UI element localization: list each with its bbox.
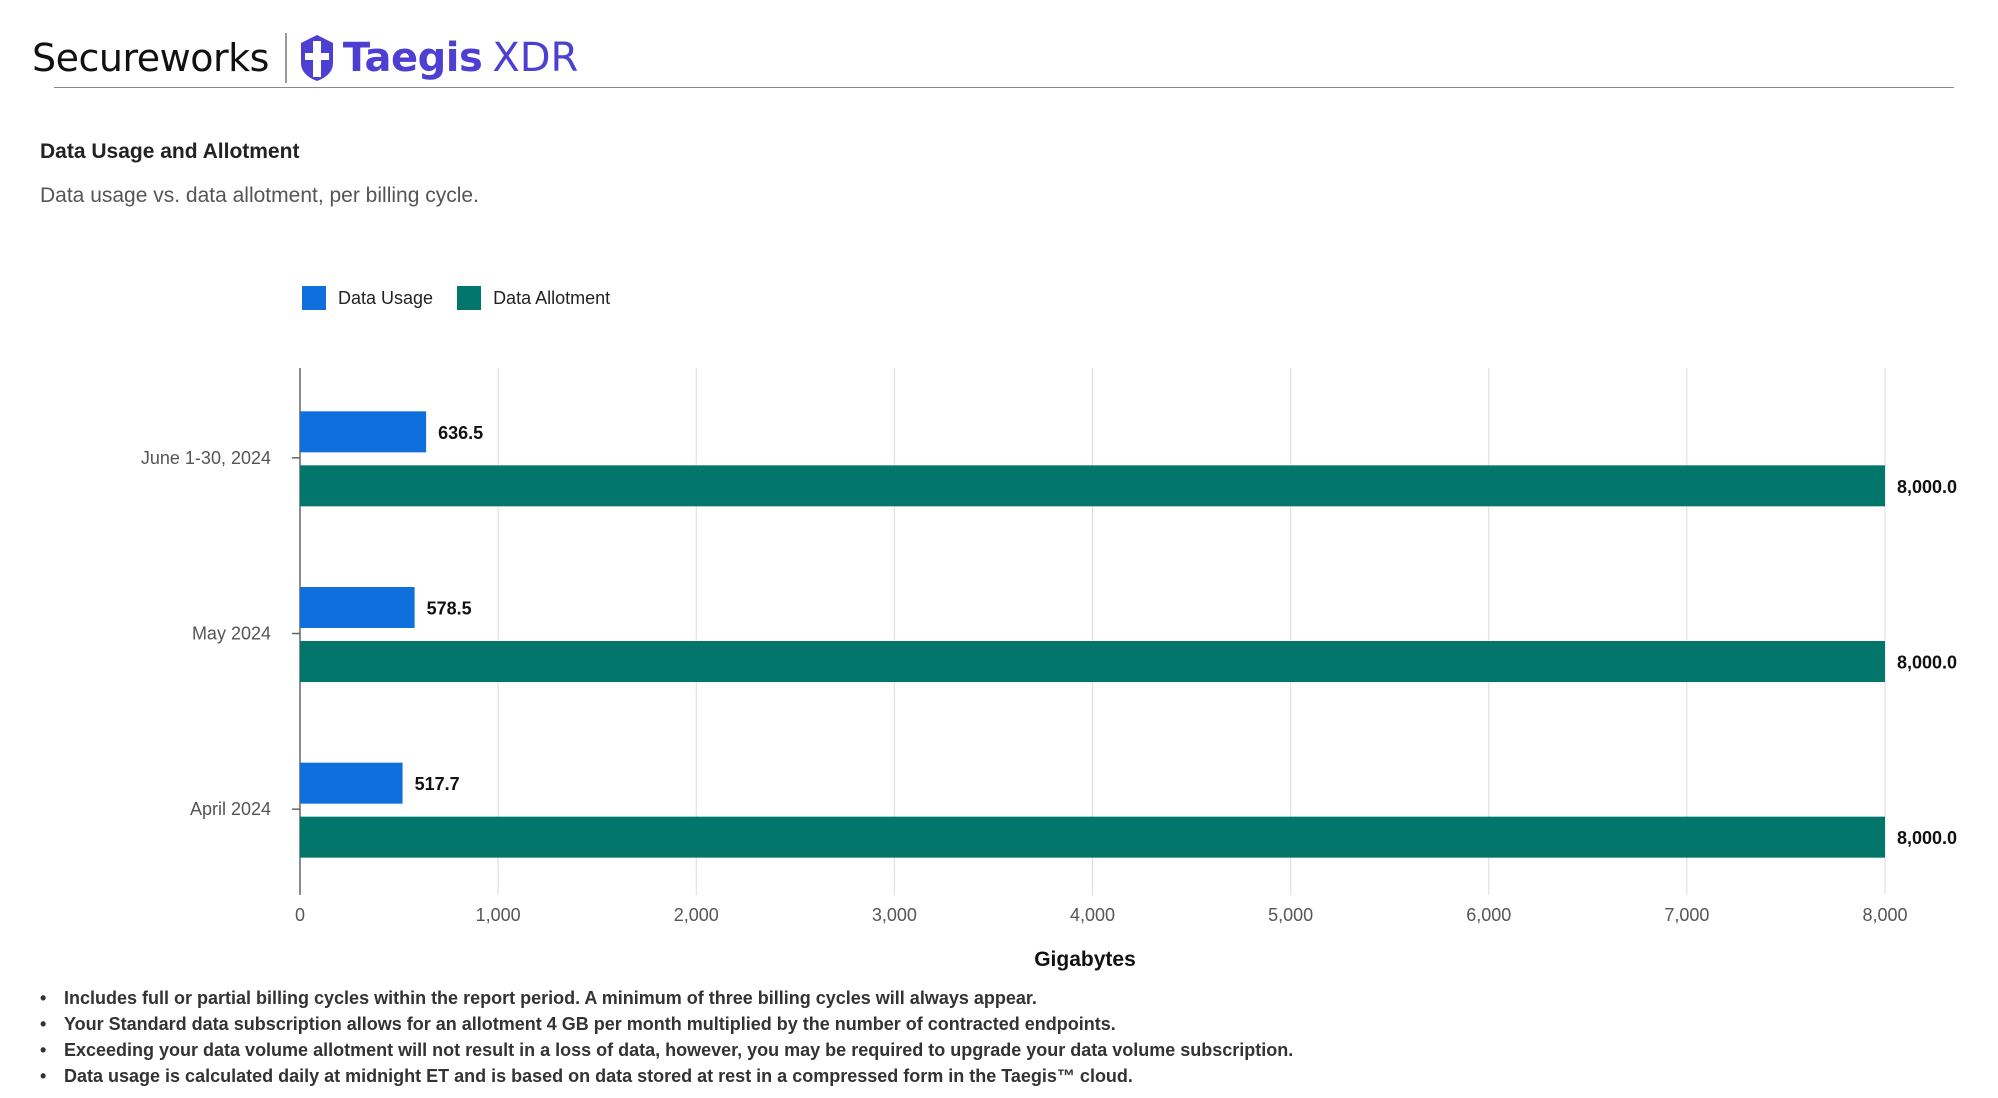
note-item: • Includes full or partial billing cycles… bbox=[40, 985, 1293, 1011]
note-item: • Your Standard data subscription allows … bbox=[40, 1011, 1293, 1037]
report-title: Data Usage and Allotment bbox=[40, 140, 300, 163]
taegis-logo-text: Taegis bbox=[342, 35, 483, 81]
data-label: 8,000.0 bbox=[1897, 477, 1957, 497]
legend-item-data-usage: Data Usage bbox=[302, 286, 433, 310]
note-text: Exceeding your data volume allotment wil… bbox=[64, 1040, 1294, 1060]
bar-data-allotment bbox=[300, 816, 1885, 858]
legend-swatch-data-usage bbox=[302, 286, 326, 310]
bar-data-usage bbox=[300, 762, 403, 804]
note-bullet: • bbox=[40, 988, 47, 1008]
report-notes: • Includes full or partial billing cycles… bbox=[40, 985, 1293, 1089]
report-subtitle: Data usage vs. data allotment, per billi… bbox=[40, 184, 479, 207]
bar-chart: 0 1,000 2,000 3,000 4,000 5,000 6,000 7,000 8,00… bbox=[141, 368, 1957, 925]
header-divider bbox=[54, 87, 1954, 88]
legend-label-data-usage: Data Usage bbox=[338, 287, 434, 308]
brand-divider bbox=[284, 33, 287, 83]
x-axis-title: Gigabytes bbox=[1034, 948, 1136, 971]
note-text: Includes full or partial billing cycles … bbox=[64, 988, 1037, 1008]
y-tick-label: April 2024 bbox=[190, 799, 271, 819]
note-item: • Data usage is calculated daily at midni… bbox=[40, 1063, 1293, 1089]
taegis-shield-icon bbox=[300, 35, 333, 81]
note-item: • Exceeding your data volume allotment wi… bbox=[40, 1037, 1293, 1063]
secureworks-logo-text: Secureworks bbox=[32, 36, 269, 80]
data-label: 636.5 bbox=[438, 423, 483, 443]
x-tick-label: 8,000 bbox=[1862, 905, 1907, 925]
x-tick-label: 5,000 bbox=[1268, 905, 1313, 925]
legend-item-data-allotment: Data Allotment bbox=[457, 286, 610, 310]
data-label: 8,000.0 bbox=[1897, 653, 1957, 673]
report-header: Secureworks Taegis XDR bbox=[32, 28, 578, 88]
note-bullet: • bbox=[40, 1066, 47, 1086]
chart-legend: Data Usage Data Allotment bbox=[302, 286, 634, 310]
y-tick-label: June 1-30, 2024 bbox=[141, 448, 271, 468]
note-bullet: • bbox=[40, 1040, 47, 1060]
bar-data-usage bbox=[300, 587, 415, 628]
data-label: 578.5 bbox=[427, 599, 472, 619]
y-tick-label: May 2024 bbox=[192, 624, 271, 644]
x-tick-label: 6,000 bbox=[1466, 905, 1511, 925]
x-tick-label: 1,000 bbox=[476, 905, 521, 925]
x-tick-label: 4,000 bbox=[1070, 905, 1115, 925]
xdr-logo-text: XDR bbox=[492, 35, 579, 81]
x-tick-label: 2,000 bbox=[674, 905, 719, 925]
note-bullet: • bbox=[40, 1014, 47, 1034]
note-text: Data usage is calculated daily at midnig… bbox=[64, 1066, 1133, 1086]
data-label: 8,000.0 bbox=[1897, 828, 1957, 848]
x-tick-label: 0 bbox=[295, 905, 305, 925]
data-label: 517.7 bbox=[415, 774, 460, 794]
x-tick-label: 7,000 bbox=[1664, 905, 1709, 925]
note-text: Your Standard data subscription allows f… bbox=[64, 1014, 1116, 1034]
x-tick-label: 3,000 bbox=[872, 905, 917, 925]
bar-data-usage bbox=[300, 411, 427, 453]
legend-label-data-allotment: Data Allotment bbox=[493, 287, 611, 308]
legend-swatch-data-allotment bbox=[457, 286, 482, 310]
bar-data-allotment bbox=[300, 465, 1885, 507]
bar-data-allotment bbox=[300, 641, 1885, 682]
